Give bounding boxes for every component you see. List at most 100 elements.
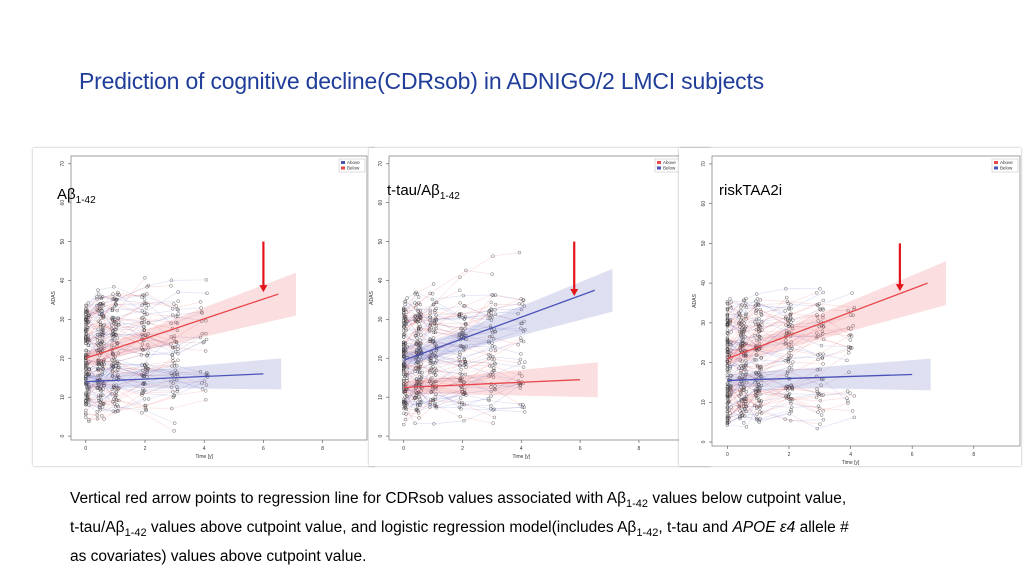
trajectory — [727, 386, 789, 402]
trajectory — [727, 325, 851, 353]
data-point — [740, 339, 745, 343]
data-point — [428, 379, 432, 384]
x-tick-label: 4 — [520, 446, 523, 452]
data-point — [205, 291, 209, 296]
trajectory — [88, 403, 175, 432]
trajectory — [403, 350, 496, 368]
data-point — [402, 411, 406, 416]
data-point — [815, 389, 819, 394]
data-point — [175, 385, 179, 389]
trajectory — [403, 328, 464, 343]
data-point — [416, 295, 421, 299]
data-point — [752, 403, 757, 408]
data-point — [522, 319, 526, 324]
data-point — [404, 310, 409, 314]
data-point — [204, 337, 209, 342]
data-point — [458, 275, 462, 280]
trajectory — [727, 298, 747, 317]
trajectory — [405, 302, 492, 325]
data-point — [433, 397, 437, 402]
data-point — [419, 312, 423, 316]
data-point — [174, 304, 179, 308]
data-point — [490, 357, 494, 361]
regression-line — [85, 373, 264, 383]
regression-line — [403, 379, 581, 389]
data-point — [754, 396, 759, 401]
data-point — [433, 351, 437, 355]
data-point — [416, 400, 420, 404]
data-point — [415, 336, 419, 340]
data-point — [171, 390, 175, 394]
data-point — [850, 409, 855, 413]
data-point — [172, 429, 176, 433]
data-point — [416, 309, 421, 314]
data-point — [101, 301, 105, 305]
data-point — [754, 416, 759, 421]
data-point — [101, 366, 106, 371]
data-point — [84, 304, 89, 308]
data-point — [418, 397, 422, 401]
data-point — [416, 390, 421, 394]
trajectory — [85, 322, 173, 332]
data-point — [98, 408, 103, 412]
trajectory — [405, 252, 520, 312]
data-point — [744, 305, 749, 309]
trajectory — [85, 376, 208, 413]
trajectory — [85, 362, 114, 387]
trajectory — [728, 396, 789, 419]
data-point — [816, 353, 820, 357]
data-point — [819, 343, 824, 348]
data-point — [741, 340, 745, 345]
data-point — [744, 361, 748, 366]
legend-box — [338, 158, 366, 173]
data-point — [727, 361, 731, 366]
trajectory — [405, 293, 433, 317]
data-point — [96, 361, 101, 365]
trajectory — [403, 378, 417, 384]
data-point — [760, 323, 764, 327]
legend-swatch — [341, 161, 345, 164]
data-point — [729, 405, 733, 409]
data-point — [114, 389, 119, 394]
data-point — [488, 334, 492, 339]
trajectory — [88, 362, 175, 389]
trajectory — [89, 385, 104, 388]
data-point — [417, 395, 421, 399]
trajectory — [403, 342, 464, 351]
data-point — [169, 371, 173, 376]
trajectory — [403, 294, 493, 336]
trajectory — [403, 387, 431, 403]
trajectory — [727, 374, 747, 384]
trajectory — [406, 393, 464, 410]
trajectory — [405, 383, 520, 404]
data-point — [492, 415, 497, 420]
trajectory — [405, 391, 463, 407]
data-point — [815, 313, 819, 317]
data-point — [96, 319, 101, 323]
data-point — [821, 393, 826, 397]
trajectory — [727, 324, 763, 348]
y-tick-label: 60 — [60, 200, 66, 206]
trajectory — [727, 369, 821, 378]
ci-band — [403, 362, 598, 398]
data-point — [516, 342, 520, 347]
trajectory — [404, 354, 466, 377]
data-point — [433, 321, 438, 326]
trajectory — [87, 302, 174, 338]
trajectory — [727, 385, 787, 408]
data-point — [486, 316, 491, 320]
data-point — [99, 389, 103, 393]
y-tick-label: 50 — [378, 239, 384, 245]
trajectory — [729, 320, 790, 334]
data-point — [87, 367, 91, 371]
data-point — [754, 327, 759, 332]
data-point — [725, 347, 730, 352]
data-point — [759, 309, 763, 314]
data-point — [202, 379, 207, 384]
trajectory — [405, 310, 436, 329]
data-point — [814, 331, 819, 335]
data-point — [169, 385, 174, 390]
data-point — [755, 353, 759, 358]
trajectory — [727, 303, 791, 321]
data-point — [175, 314, 180, 319]
